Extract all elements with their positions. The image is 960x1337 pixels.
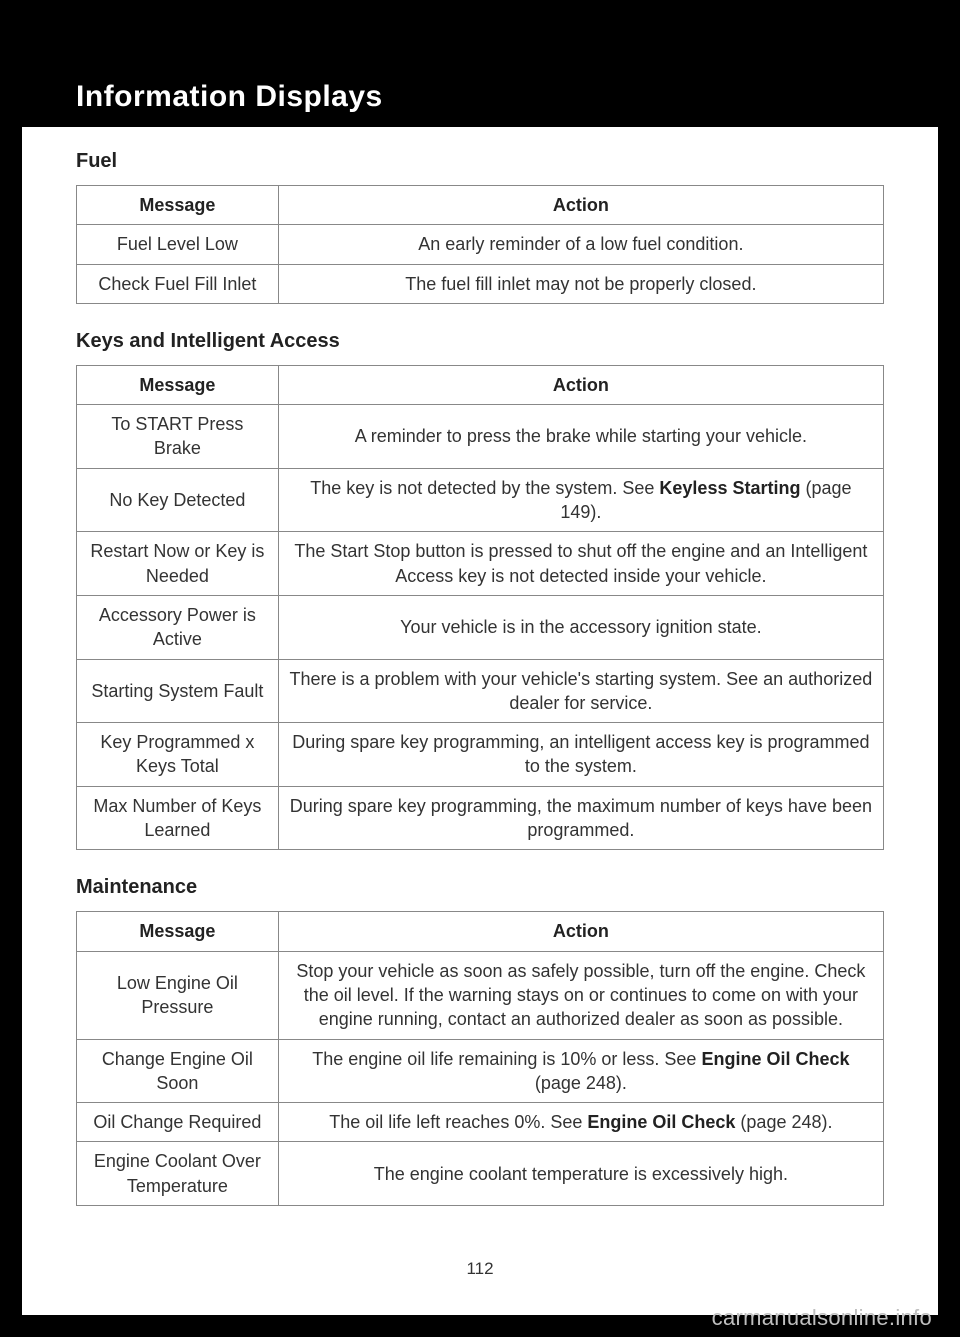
- section-heading-maintenance: Maintenance: [76, 876, 884, 899]
- action-cell: The engine coolant temperature is excess…: [278, 1142, 883, 1206]
- action-pre: The oil life left reaches 0%. See: [329, 1112, 587, 1132]
- page-number: 112: [22, 1259, 938, 1279]
- col-header-message: Message: [77, 365, 279, 404]
- action-cell: The Start Stop button is pressed to shut…: [278, 532, 883, 596]
- maintenance-table: Message Action Low Engine Oil Pressure S…: [76, 911, 884, 1206]
- section-heading-fuel: Fuel: [76, 150, 884, 173]
- table-row: Fuel Level Low An early reminder of a lo…: [77, 225, 884, 264]
- table-row: Low Engine Oil Pressure Stop your vehicl…: [77, 951, 884, 1039]
- action-cell: Your vehicle is in the accessory ignitio…: [278, 595, 883, 659]
- action-cell: The key is not detected by the system. S…: [278, 468, 883, 532]
- table-row: Max Number of Keys Learned During spare …: [77, 786, 884, 850]
- table-row: Oil Change Required The oil life left re…: [77, 1103, 884, 1142]
- table-row: Starting System Fault There is a problem…: [77, 659, 884, 723]
- msg-cell: Engine Coolant Over Temperature: [77, 1142, 279, 1206]
- msg-cell: Fuel Level Low: [77, 225, 279, 264]
- msg-cell: Starting System Fault: [77, 659, 279, 723]
- action-cell: The engine oil life remaining is 10% or …: [278, 1039, 883, 1103]
- action-post: (page 248).: [535, 1073, 627, 1093]
- msg-cell: Check Fuel Fill Inlet: [77, 264, 279, 303]
- action-cell: A reminder to press the brake while star…: [278, 405, 883, 469]
- msg-cell: Change Engine Oil Soon: [77, 1039, 279, 1103]
- msg-cell: Key Programmed x Keys Total: [77, 723, 279, 787]
- action-bold: Engine Oil Check: [701, 1049, 849, 1069]
- fuel-table: Message Action Fuel Level Low An early r…: [76, 185, 884, 304]
- section-heading-keys: Keys and Intelligent Access: [76, 330, 884, 353]
- table-row: Change Engine Oil Soon The engine oil li…: [77, 1039, 884, 1103]
- action-cell: The oil life left reaches 0%. See Engine…: [278, 1103, 883, 1142]
- action-pre: The key is not detected by the system. S…: [310, 478, 659, 498]
- action-cell: There is a problem with your vehicle's s…: [278, 659, 883, 723]
- table-row: To START Press Brake A reminder to press…: [77, 405, 884, 469]
- action-cell: An early reminder of a low fuel conditio…: [278, 225, 883, 264]
- msg-cell: No Key Detected: [77, 468, 279, 532]
- col-header-message: Message: [77, 912, 279, 951]
- keys-table: Message Action To START Press Brake A re…: [76, 365, 884, 850]
- col-header-action: Action: [278, 186, 883, 225]
- action-pre: The engine oil life remaining is 10% or …: [312, 1049, 701, 1069]
- col-header-message: Message: [77, 186, 279, 225]
- action-bold: Keyless Starting: [659, 478, 800, 498]
- msg-cell: To START Press Brake: [77, 405, 279, 469]
- table-row: Key Programmed x Keys Total During spare…: [77, 723, 884, 787]
- table-row: Engine Coolant Over Temperature The engi…: [77, 1142, 884, 1206]
- msg-cell: Accessory Power is Active: [77, 595, 279, 659]
- msg-cell: Max Number of Keys Learned: [77, 786, 279, 850]
- action-bold: Engine Oil Check: [587, 1112, 735, 1132]
- action-cell: Stop your vehicle as soon as safely poss…: [278, 951, 883, 1039]
- col-header-action: Action: [278, 912, 883, 951]
- header-title: Information Displays: [76, 80, 383, 114]
- msg-cell: Low Engine Oil Pressure: [77, 951, 279, 1039]
- table-row: No Key Detected The key is not detected …: [77, 468, 884, 532]
- action-cell: During spare key programming, an intelli…: [278, 723, 883, 787]
- page: Information Displays Fuel Message Action…: [22, 22, 938, 1315]
- col-header-action: Action: [278, 365, 883, 404]
- msg-cell: Restart Now or Key is Needed: [77, 532, 279, 596]
- table-row: Check Fuel Fill Inlet The fuel fill inle…: [77, 264, 884, 303]
- action-cell: The fuel fill inlet may not be properly …: [278, 264, 883, 303]
- watermark: carmanualsonline.info: [712, 1305, 932, 1331]
- table-row: Accessory Power is Active Your vehicle i…: [77, 595, 884, 659]
- action-post: (page 248).: [735, 1112, 832, 1132]
- table-row: Restart Now or Key is Needed The Start S…: [77, 532, 884, 596]
- msg-cell: Oil Change Required: [77, 1103, 279, 1142]
- content: Fuel Message Action Fuel Level Low An ea…: [22, 22, 938, 1206]
- action-cell: During spare key programming, the maximu…: [278, 786, 883, 850]
